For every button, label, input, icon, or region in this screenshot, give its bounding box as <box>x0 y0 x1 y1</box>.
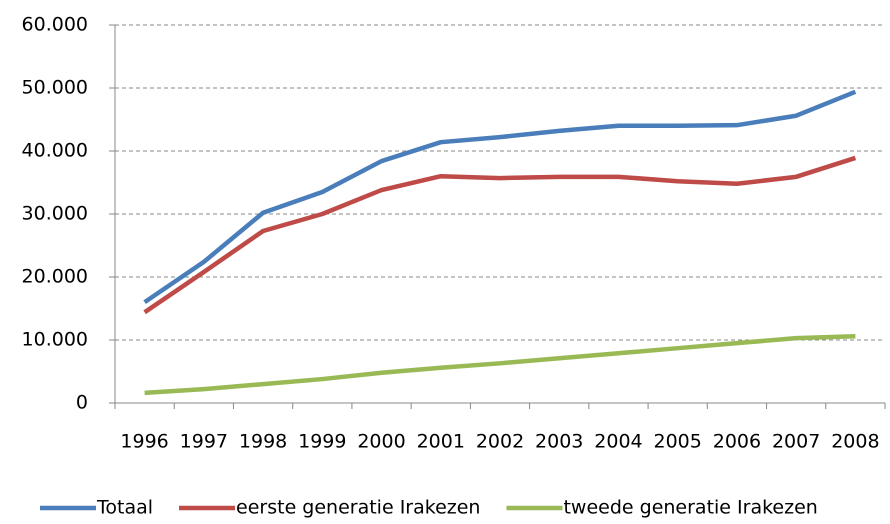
series-line <box>144 333 856 396</box>
x-tick-label: 2004 <box>594 431 642 453</box>
y-tick-label: 10.000 <box>22 329 88 351</box>
legend-label: eerste generatie Irakezen <box>236 497 480 519</box>
x-tick-label: 1996 <box>120 431 168 453</box>
x-tick-label: 1997 <box>180 431 228 453</box>
y-tick-label: 40.000 <box>22 140 88 162</box>
y-tick-label: 50.000 <box>22 77 88 99</box>
x-tick-label: 2005 <box>654 431 702 453</box>
legend-label: tweede generatie Irakezen <box>563 497 817 519</box>
x-tick-label: 2001 <box>417 431 465 453</box>
x-tick-label: 2006 <box>713 431 761 453</box>
x-tick-label: 2000 <box>357 431 405 453</box>
x-tick-label: 2007 <box>772 431 820 453</box>
x-tick-label: 2003 <box>535 431 583 453</box>
y-tick-label: 60.000 <box>22 14 88 36</box>
y-tick-label: 20.000 <box>22 266 88 288</box>
x-tick-label: 2002 <box>476 431 524 453</box>
legend-label: Totaal <box>96 497 153 519</box>
y-tick-label: 30.000 <box>22 203 88 225</box>
y-tick-label: 0 <box>76 392 88 414</box>
x-tick-label: 1999 <box>298 431 346 453</box>
series-line <box>143 155 857 315</box>
series-line <box>143 89 857 305</box>
x-tick-label: 1998 <box>239 431 287 453</box>
x-tick-label: 2008 <box>831 431 879 453</box>
